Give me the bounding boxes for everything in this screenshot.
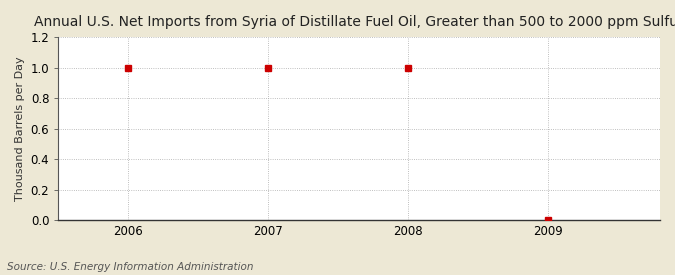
Text: Source: U.S. Energy Information Administration: Source: U.S. Energy Information Administ… (7, 262, 253, 272)
Title: Annual U.S. Net Imports from Syria of Distillate Fuel Oil, Greater than 500 to 2: Annual U.S. Net Imports from Syria of Di… (34, 15, 675, 29)
Y-axis label: Thousand Barrels per Day: Thousand Barrels per Day (15, 56, 25, 201)
